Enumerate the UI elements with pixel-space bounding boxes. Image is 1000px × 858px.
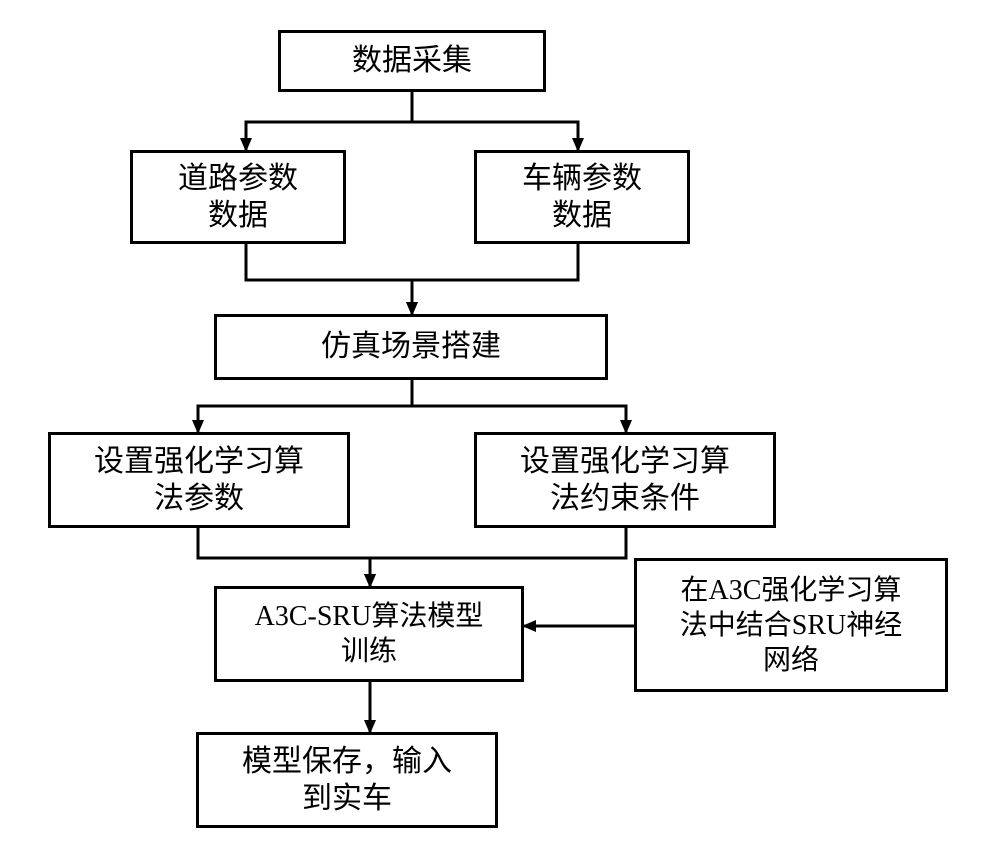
node-label: 仿真场景搭建 xyxy=(321,328,501,366)
node-rl-algo-params: 设置强化学习算 法参数 xyxy=(48,432,350,528)
edge-n3-n4 xyxy=(412,244,578,314)
edge-n2-n4 xyxy=(246,244,412,314)
node-label: 设置强化学习算 法约束条件 xyxy=(520,443,730,518)
node-sim-scene-build: 仿真场景搭建 xyxy=(214,314,608,380)
edge-n1-n2 xyxy=(246,92,412,150)
edge-n4-n5 xyxy=(198,380,412,432)
node-label: 设置强化学习算 法参数 xyxy=(94,443,304,518)
flowchart-canvas: 数据采集 道路参数 数据 车辆参数 数据 仿真场景搭建 设置强化学习算 法参数 … xyxy=(0,0,1000,858)
node-a3c-sru-training: A3C-SRU算法模型 训练 xyxy=(214,586,524,682)
arrow-layer xyxy=(0,0,1000,858)
node-combine-sru: 在A3C强化学习算 法中结合SRU神经 网络 xyxy=(634,558,948,692)
node-rl-constraints: 设置强化学习算 法约束条件 xyxy=(474,432,776,528)
node-label: 模型保存，输入 到实车 xyxy=(242,743,452,818)
edge-n1-n3 xyxy=(412,92,578,150)
node-label: 在A3C强化学习算 法中结合SRU神经 网络 xyxy=(680,573,902,678)
edge-n5-n7 xyxy=(198,528,370,586)
node-model-save: 模型保存，输入 到实车 xyxy=(196,732,498,828)
node-label: 车辆参数 数据 xyxy=(522,160,642,235)
edge-n6-n7 xyxy=(370,528,626,586)
node-data-collection: 数据采集 xyxy=(278,30,546,92)
node-road-param-data: 道路参数 数据 xyxy=(130,150,346,244)
edge-n4-n6 xyxy=(412,380,626,432)
node-label: 道路参数 数据 xyxy=(178,160,298,235)
node-label: A3C-SRU算法模型 训练 xyxy=(255,599,484,669)
node-vehicle-param-data: 车辆参数 数据 xyxy=(474,150,690,244)
node-label: 数据采集 xyxy=(352,42,472,80)
